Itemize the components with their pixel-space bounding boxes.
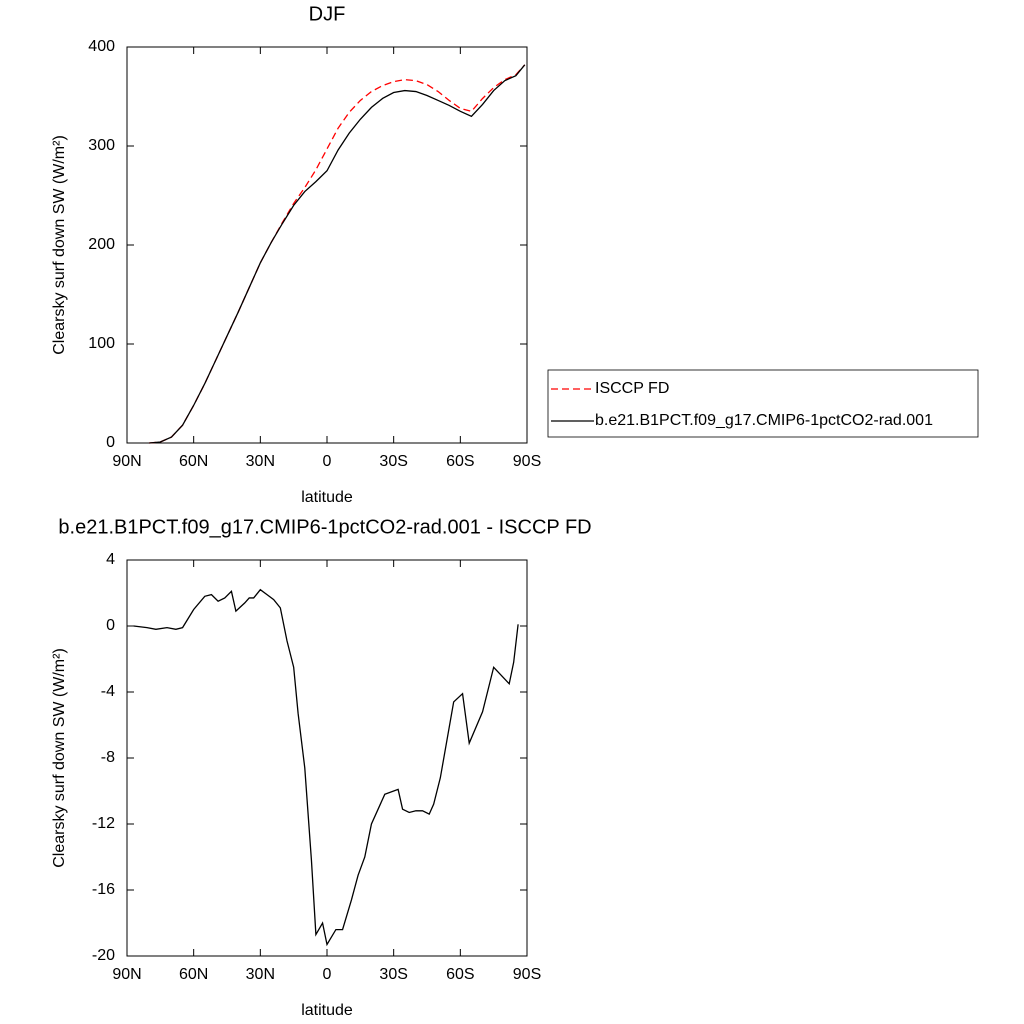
x-tick-label: 0 [323, 453, 332, 470]
y-tick-label: -20 [92, 947, 115, 964]
plot-frame [126, 46, 528, 444]
y-tick-label: -8 [101, 749, 115, 766]
y-tick-label: 0 [106, 617, 115, 634]
y-axis-label: Clearsky surf down SW (W/m²) [51, 135, 68, 355]
data-line [149, 64, 526, 444]
x-tick-label: 30N [246, 453, 275, 470]
x-axis-label: latitude [301, 1002, 353, 1019]
legend-label: ISCCP FD [595, 380, 669, 397]
y-tick-label: -4 [101, 683, 115, 700]
legend-box [547, 369, 979, 438]
y-tick-label: 300 [88, 137, 115, 154]
y-tick-label: 0 [106, 434, 115, 451]
y-axis-label: Clearsky surf down SW (W/m²) [51, 648, 68, 868]
x-tick-label: 30S [379, 453, 407, 470]
x-tick-label: 60N [179, 453, 208, 470]
x-tick-label: 60N [179, 966, 208, 983]
x-tick-label: 90S [513, 453, 541, 470]
y-tick-label: 4 [106, 551, 115, 568]
x-tick-label: 90N [112, 966, 141, 983]
y-tick-label: 200 [88, 236, 115, 253]
x-tick-label: 60S [446, 453, 474, 470]
x-axis-label: latitude [301, 489, 353, 506]
x-tick-label: 90N [112, 453, 141, 470]
x-tick-label: 0 [323, 966, 332, 983]
data-line [149, 64, 526, 444]
y-tick-label: -12 [92, 815, 115, 832]
chart-title: DJF [309, 3, 346, 25]
legend-label: b.e21.B1PCT.f09_g17.CMIP6-1pctCO2-rad.00… [595, 412, 933, 429]
chart-title: b.e21.B1PCT.f09_g17.CMIP6-1pctCO2-rad.00… [58, 516, 591, 538]
x-tick-label: 30S [379, 966, 407, 983]
y-tick-label: 100 [88, 335, 115, 352]
y-tick-label: -16 [92, 881, 115, 898]
x-tick-label: 90S [513, 966, 541, 983]
y-tick-label: 400 [88, 38, 115, 55]
data-line [133, 588, 519, 947]
x-tick-label: 30N [246, 966, 275, 983]
x-tick-label: 60S [446, 966, 474, 983]
